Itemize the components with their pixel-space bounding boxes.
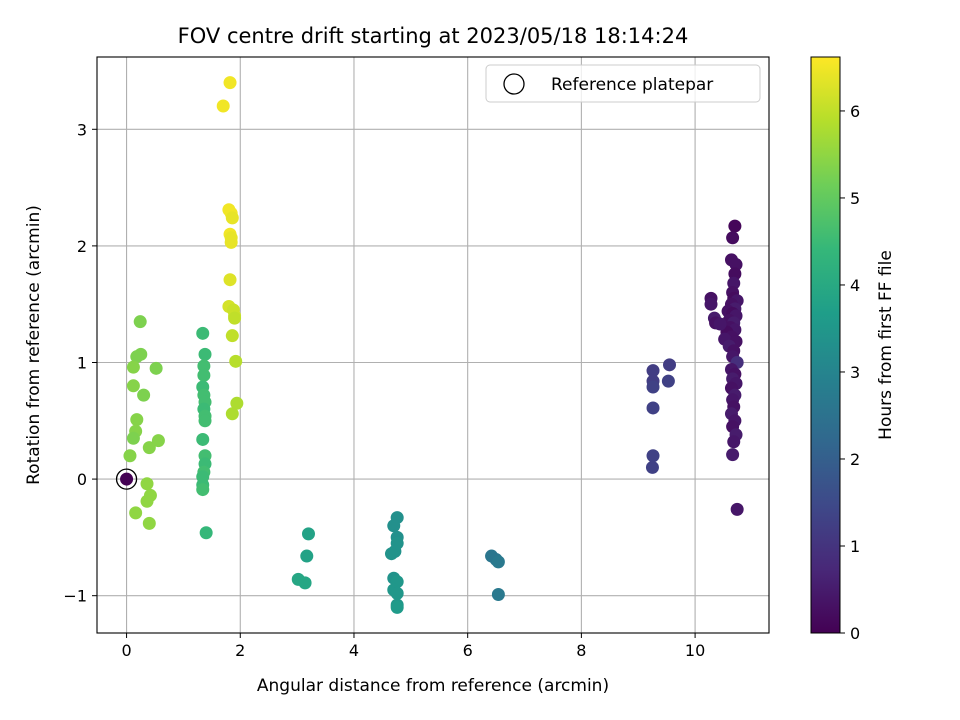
x-tick-label: 8 bbox=[576, 641, 586, 660]
x-tick-label: 4 bbox=[349, 641, 359, 660]
data-point bbox=[196, 432, 210, 446]
data-point bbox=[151, 434, 165, 448]
data-point bbox=[120, 472, 134, 486]
data-point bbox=[646, 380, 660, 394]
data-point bbox=[663, 358, 677, 372]
data-point bbox=[133, 315, 147, 329]
data-point bbox=[126, 379, 140, 393]
colorbar: 0 1 2 3 4 5 6 Hours from first FF file bbox=[810, 56, 896, 643]
data-point bbox=[301, 527, 315, 541]
reference-platepar-marker bbox=[115, 468, 138, 490]
data-point bbox=[728, 219, 742, 233]
data-point bbox=[646, 449, 660, 463]
data-point bbox=[224, 235, 238, 249]
data-point bbox=[390, 586, 404, 600]
legend: Reference platepar bbox=[485, 64, 761, 103]
data-point bbox=[713, 317, 727, 331]
data-point bbox=[384, 547, 398, 561]
colorbar-tick-label: 4 bbox=[850, 276, 860, 295]
data-point bbox=[491, 555, 505, 569]
colorbar-tick-label: 5 bbox=[850, 189, 860, 208]
plot-frame bbox=[96, 56, 770, 634]
data-point bbox=[126, 360, 140, 374]
y-tick-label: 0 bbox=[77, 470, 87, 489]
colorbar-tick-label: 2 bbox=[850, 450, 860, 469]
data-point bbox=[129, 506, 143, 520]
data-point bbox=[726, 231, 740, 245]
data-point bbox=[387, 519, 401, 533]
colorbar-tick-label: 6 bbox=[850, 102, 860, 121]
x-axis-ticks: 0 2 4 6 8 10 bbox=[121, 633, 705, 660]
data-point bbox=[646, 401, 660, 415]
colorbar-gradient bbox=[810, 56, 841, 634]
data-point bbox=[225, 211, 239, 225]
data-point bbox=[646, 364, 660, 378]
data-point bbox=[300, 549, 314, 563]
colorbar-tick-label: 3 bbox=[850, 363, 860, 382]
data-point bbox=[225, 329, 239, 343]
x-tick-label: 0 bbox=[121, 641, 131, 660]
data-point bbox=[230, 396, 244, 410]
legend-reference-icon bbox=[503, 73, 525, 95]
x-tick-label: 10 bbox=[685, 641, 705, 660]
data-point bbox=[390, 600, 404, 614]
x-tick-label: 2 bbox=[235, 641, 245, 660]
data-point bbox=[661, 374, 675, 388]
data-point bbox=[491, 588, 505, 602]
data-point bbox=[223, 273, 237, 287]
data-point bbox=[130, 350, 144, 364]
data-point bbox=[727, 435, 741, 449]
data-point bbox=[726, 448, 740, 462]
data-point bbox=[140, 494, 154, 508]
data-point bbox=[199, 526, 213, 540]
y-axis-ticks: −1 0 1 2 3 bbox=[63, 120, 97, 606]
data-point bbox=[645, 460, 659, 474]
chart-title: FOV centre drift starting at 2023/05/18 … bbox=[178, 24, 689, 48]
data-points bbox=[120, 76, 744, 614]
data-point bbox=[223, 76, 237, 90]
legend-entry-reference: Reference platepar bbox=[551, 75, 713, 95]
data-point bbox=[228, 311, 242, 325]
y-tick-label: 3 bbox=[77, 120, 87, 139]
data-point bbox=[216, 99, 230, 113]
data-point bbox=[196, 326, 210, 340]
data-point bbox=[198, 414, 212, 428]
data-point bbox=[142, 516, 156, 530]
data-point bbox=[137, 388, 151, 402]
data-point bbox=[196, 483, 210, 497]
y-axis-label: Rotation from reference (arcmin) bbox=[24, 205, 44, 485]
data-point bbox=[229, 354, 243, 368]
colorbar-tick-label: 1 bbox=[850, 537, 860, 556]
data-point bbox=[197, 368, 211, 382]
data-point bbox=[140, 477, 154, 491]
colorbar-label: Hours from first FF file bbox=[876, 250, 896, 440]
y-tick-label: −1 bbox=[63, 587, 87, 606]
data-point bbox=[130, 413, 144, 427]
data-point bbox=[225, 407, 239, 421]
y-tick-label: 2 bbox=[77, 237, 87, 256]
data-point bbox=[298, 576, 312, 590]
x-axis-label: Angular distance from reference (arcmin) bbox=[257, 676, 609, 696]
data-point bbox=[198, 347, 212, 361]
x-tick-label: 6 bbox=[463, 641, 473, 660]
grid-lines bbox=[97, 57, 769, 633]
data-point bbox=[149, 361, 163, 375]
data-point bbox=[142, 441, 156, 455]
legend-box bbox=[485, 64, 761, 103]
data-point bbox=[123, 449, 137, 463]
reference-marker-group bbox=[115, 468, 138, 490]
colorbar-ticks: 0 1 2 3 4 5 6 bbox=[840, 102, 860, 643]
colorbar-tick-label: 0 bbox=[850, 624, 860, 643]
data-point bbox=[730, 502, 744, 516]
data-point bbox=[126, 431, 140, 445]
data-point bbox=[704, 297, 718, 311]
data-point bbox=[197, 359, 211, 373]
y-tick-label: 1 bbox=[77, 353, 87, 372]
